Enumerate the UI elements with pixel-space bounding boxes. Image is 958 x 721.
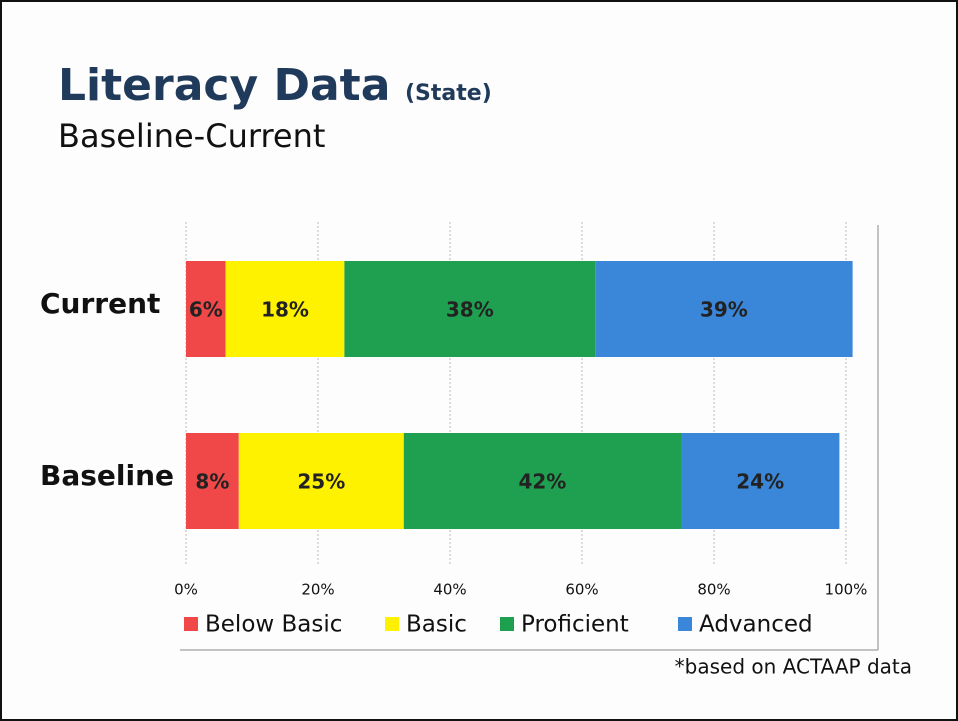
data-label: 38% xyxy=(446,298,494,322)
legend-label: Basic xyxy=(406,612,467,638)
legend-swatch xyxy=(385,617,399,631)
bar-segment xyxy=(344,261,596,357)
data-label: 39% xyxy=(700,298,748,322)
bar-segment xyxy=(186,433,239,529)
legend-swatch xyxy=(184,617,198,631)
bar-segment xyxy=(238,433,404,529)
subtitle: Baseline-Current xyxy=(58,117,325,155)
bar-segment xyxy=(403,433,681,529)
annotation: *based on ACTAAP data xyxy=(675,655,912,679)
x-tick-label: 100% xyxy=(825,581,868,599)
bar-segment xyxy=(225,261,345,357)
data-label: 25% xyxy=(297,470,345,494)
x-tick-label: 20% xyxy=(301,581,334,599)
data-label: 6% xyxy=(189,298,223,322)
legend-label: Below Basic xyxy=(205,612,342,638)
data-label: 24% xyxy=(736,470,784,494)
data-label: 8% xyxy=(195,470,229,494)
y-tick-label: Baseline xyxy=(40,459,174,492)
bar-segment xyxy=(595,261,853,357)
data-label: 42% xyxy=(518,470,566,494)
x-tick-label: 60% xyxy=(565,581,598,599)
legend-label: Advanced xyxy=(699,612,813,638)
chart-title: Literacy Data xyxy=(58,60,390,111)
legend-swatch xyxy=(500,617,514,631)
x-tick-label: 0% xyxy=(174,581,198,599)
x-tick-label: 80% xyxy=(697,581,730,599)
bar-segment xyxy=(186,261,226,357)
x-tick-label: 40% xyxy=(433,581,466,599)
data-label: 18% xyxy=(261,298,309,322)
y-tick-label: Current xyxy=(40,287,160,320)
title-note: (State) xyxy=(405,81,492,106)
legend-swatch xyxy=(678,617,692,631)
legend-label: Proficient xyxy=(521,612,629,638)
bar-segment xyxy=(681,433,840,529)
